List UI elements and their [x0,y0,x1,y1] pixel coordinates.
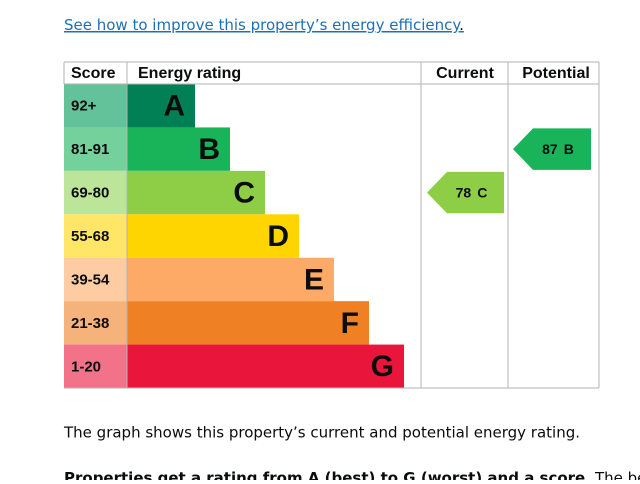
score-range: 21-38 [71,315,109,332]
score-cell [64,84,127,128]
score-range: 55-68 [71,228,109,245]
rating-bar [127,214,299,258]
current-rating-letter: C [477,184,487,200]
score-range: 39-54 [71,271,110,288]
rating-letter: A [163,90,185,123]
current-rating-score: 78 [456,184,472,200]
column-header: Energy rating [138,65,241,82]
link-text[interactable]: See how to improve this property’s energ… [64,16,461,34]
plain-text: The better [594,469,640,481]
rating-bar [127,257,334,302]
rating-bar [127,127,230,171]
potential-rating-label: 87 B [542,141,574,157]
potential-rating-letter: B [564,141,574,157]
score-cell [64,344,127,389]
score-cell [64,170,127,215]
bold-text: Properties get a rating from A (best) to… [64,469,591,481]
potential-rating-arrow [513,128,591,170]
column-header: Potential [522,65,590,82]
rating-letter: E [304,263,324,296]
score-cell [64,301,127,345]
potential-rating-score: 87 [542,141,558,157]
rating-letter: F [341,307,359,340]
column-header: Current [436,65,494,82]
current-rating-label: 78 C [456,184,488,200]
column-header: Score [71,65,116,82]
rating-letter: C [233,176,255,209]
score-cell [64,257,127,302]
rating-letter: G [371,350,394,383]
rating-explanation: Properties get a rating from A (best) to… [64,469,640,481]
score-range: 1-20 [71,358,101,375]
graph-description: The graph shows this property’s current … [63,424,580,442]
score-cell [64,214,127,258]
rating-bar [127,301,369,345]
link-suffix: . [459,16,464,34]
score-cell [64,127,127,171]
score-range: 81-91 [71,141,109,158]
rating-bar [127,344,404,389]
rating-letter: B [198,133,220,166]
improve-link[interactable]: See how to improve this property’s energ… [64,16,464,34]
current-rating-arrow [427,171,504,214]
rating-bar [127,170,265,215]
rating-bar [127,84,195,128]
score-range: 69-80 [71,185,109,202]
energy-rating-graph: Score Energy rating Current Potential 92+ A 81… [63,61,600,389]
score-range: 92+ [71,98,97,115]
rating-letter: D [267,220,289,253]
